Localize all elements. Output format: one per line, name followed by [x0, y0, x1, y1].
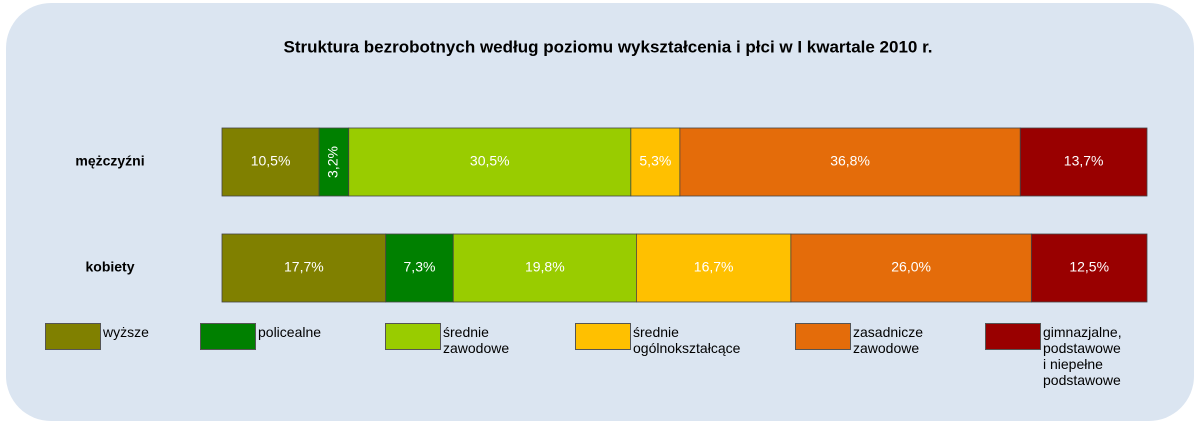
- legend-label: średnie ogólnokształcące: [633, 324, 741, 356]
- bar-segment: [221, 127, 320, 197]
- legend-swatch: [385, 323, 441, 350]
- value-label: 7,3%: [404, 259, 436, 275]
- bar-segment: [348, 127, 632, 197]
- legend-swatch: [985, 323, 1041, 350]
- value-label: 36,8%: [830, 153, 870, 169]
- legend-label: wyższe: [103, 324, 149, 340]
- legend-swatch: [795, 323, 851, 350]
- legend-swatch: [200, 323, 256, 350]
- panel: [6, 3, 1194, 421]
- category-label: kobiety: [85, 259, 134, 275]
- legend-swatch: [575, 323, 631, 350]
- value-label: 19,8%: [525, 259, 565, 275]
- bar-segment: [636, 233, 792, 303]
- value-label: 3,2%: [325, 146, 341, 178]
- legend-label: średnie zawodowe: [443, 324, 510, 356]
- chart-title: Struktura bezrobotnych według poziomu wy…: [283, 37, 932, 56]
- bar-segment: [630, 127, 681, 197]
- legend-label: zasadnicze zawodowe: [853, 324, 924, 356]
- legend-label: gimnazjalne, podstawowe i niepełne podst…: [1043, 324, 1122, 388]
- bar-segment: [452, 233, 637, 303]
- value-label: 12,5%: [1069, 259, 1109, 275]
- value-label: 17,7%: [284, 259, 324, 275]
- legend-swatch: [45, 323, 101, 350]
- bar-segment: [1030, 233, 1148, 303]
- value-label: 16,7%: [694, 259, 734, 275]
- value-label: 10,5%: [251, 153, 291, 169]
- category-label: mężczyźni: [75, 153, 144, 169]
- value-label: 13,7%: [1064, 153, 1104, 169]
- bar-segment: [221, 233, 387, 303]
- bar-segment: [1019, 127, 1148, 197]
- bar-segment: [679, 127, 1021, 197]
- value-label: 5,3%: [639, 153, 671, 169]
- value-label: 30,5%: [470, 153, 510, 169]
- legend-label: policealne: [258, 324, 322, 340]
- bar-segment: [318, 127, 350, 197]
- value-label: 26,0%: [891, 259, 931, 275]
- bar-segment: [385, 233, 454, 303]
